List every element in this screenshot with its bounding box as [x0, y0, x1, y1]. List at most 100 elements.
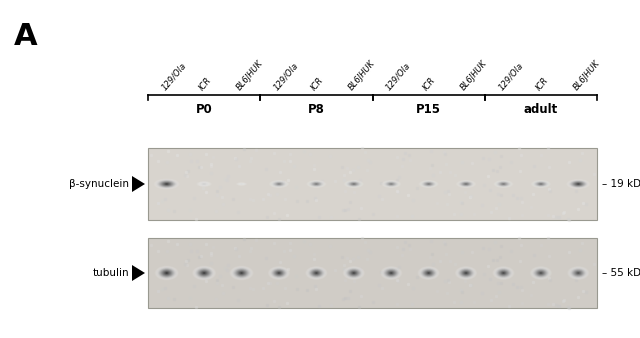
Ellipse shape: [570, 268, 586, 278]
Ellipse shape: [462, 270, 470, 275]
Text: ICR: ICR: [534, 75, 550, 92]
Ellipse shape: [277, 272, 280, 274]
Ellipse shape: [424, 270, 433, 275]
Ellipse shape: [275, 270, 283, 275]
Ellipse shape: [192, 266, 216, 281]
Ellipse shape: [534, 181, 547, 187]
Ellipse shape: [420, 181, 436, 187]
Ellipse shape: [575, 271, 582, 275]
Ellipse shape: [236, 269, 248, 277]
Ellipse shape: [155, 179, 179, 189]
Ellipse shape: [270, 180, 288, 188]
Ellipse shape: [238, 183, 245, 185]
Ellipse shape: [316, 272, 317, 273]
Ellipse shape: [572, 182, 584, 187]
Ellipse shape: [417, 266, 440, 280]
Ellipse shape: [274, 270, 284, 276]
Ellipse shape: [464, 183, 468, 185]
Ellipse shape: [425, 183, 432, 186]
Ellipse shape: [540, 184, 542, 185]
Ellipse shape: [465, 272, 467, 273]
Text: ICR: ICR: [310, 75, 326, 92]
Ellipse shape: [499, 270, 508, 275]
Ellipse shape: [495, 267, 512, 279]
Ellipse shape: [239, 183, 243, 185]
Ellipse shape: [166, 184, 168, 185]
Ellipse shape: [384, 181, 399, 187]
Ellipse shape: [569, 267, 588, 279]
Ellipse shape: [270, 267, 288, 279]
Ellipse shape: [312, 270, 321, 276]
Ellipse shape: [387, 270, 396, 275]
Ellipse shape: [458, 181, 474, 187]
Ellipse shape: [538, 271, 543, 274]
Ellipse shape: [305, 266, 328, 280]
Ellipse shape: [164, 271, 170, 274]
Ellipse shape: [157, 267, 176, 279]
Text: BL6JHUK: BL6JHUK: [235, 58, 265, 92]
Ellipse shape: [314, 271, 319, 274]
Ellipse shape: [385, 182, 397, 186]
Ellipse shape: [532, 267, 550, 279]
Ellipse shape: [274, 182, 284, 186]
Ellipse shape: [461, 270, 471, 276]
Ellipse shape: [460, 269, 472, 277]
Ellipse shape: [235, 269, 248, 277]
Ellipse shape: [388, 183, 394, 185]
Ellipse shape: [237, 182, 246, 186]
Ellipse shape: [269, 180, 289, 188]
Ellipse shape: [160, 181, 173, 187]
Ellipse shape: [538, 183, 544, 185]
Ellipse shape: [276, 271, 282, 275]
Ellipse shape: [463, 271, 469, 275]
Ellipse shape: [201, 271, 207, 275]
Ellipse shape: [530, 266, 552, 280]
Ellipse shape: [531, 266, 551, 280]
Ellipse shape: [459, 268, 473, 277]
Ellipse shape: [497, 182, 509, 186]
Ellipse shape: [271, 181, 287, 187]
Ellipse shape: [233, 268, 250, 278]
Ellipse shape: [381, 180, 401, 188]
Ellipse shape: [495, 181, 511, 187]
Polygon shape: [132, 176, 145, 192]
Ellipse shape: [465, 184, 467, 185]
Ellipse shape: [199, 182, 209, 186]
Ellipse shape: [196, 181, 212, 187]
Ellipse shape: [493, 266, 514, 280]
Ellipse shape: [344, 180, 364, 188]
Ellipse shape: [348, 182, 360, 186]
Ellipse shape: [238, 271, 245, 275]
Ellipse shape: [531, 180, 551, 188]
Ellipse shape: [351, 271, 357, 275]
Ellipse shape: [273, 269, 285, 277]
Ellipse shape: [388, 183, 395, 186]
Polygon shape: [132, 265, 145, 281]
Ellipse shape: [502, 272, 504, 273]
Ellipse shape: [574, 270, 582, 275]
Ellipse shape: [344, 180, 364, 188]
Ellipse shape: [426, 183, 431, 185]
Ellipse shape: [350, 270, 358, 275]
Ellipse shape: [535, 269, 547, 276]
Ellipse shape: [576, 183, 581, 185]
Ellipse shape: [193, 266, 216, 280]
Ellipse shape: [465, 272, 468, 274]
Ellipse shape: [386, 182, 396, 186]
Ellipse shape: [278, 184, 280, 185]
Ellipse shape: [198, 182, 210, 186]
Text: ICR: ICR: [422, 75, 438, 92]
Ellipse shape: [308, 180, 325, 188]
Text: BL6JHUK: BL6JHUK: [572, 58, 602, 92]
Ellipse shape: [500, 183, 506, 185]
Ellipse shape: [540, 272, 541, 273]
Ellipse shape: [383, 268, 399, 278]
Ellipse shape: [460, 182, 472, 186]
Ellipse shape: [460, 269, 472, 276]
Ellipse shape: [308, 181, 324, 187]
Ellipse shape: [345, 180, 363, 188]
Ellipse shape: [196, 268, 212, 278]
Ellipse shape: [313, 183, 320, 186]
Ellipse shape: [458, 268, 474, 278]
Ellipse shape: [346, 181, 361, 187]
